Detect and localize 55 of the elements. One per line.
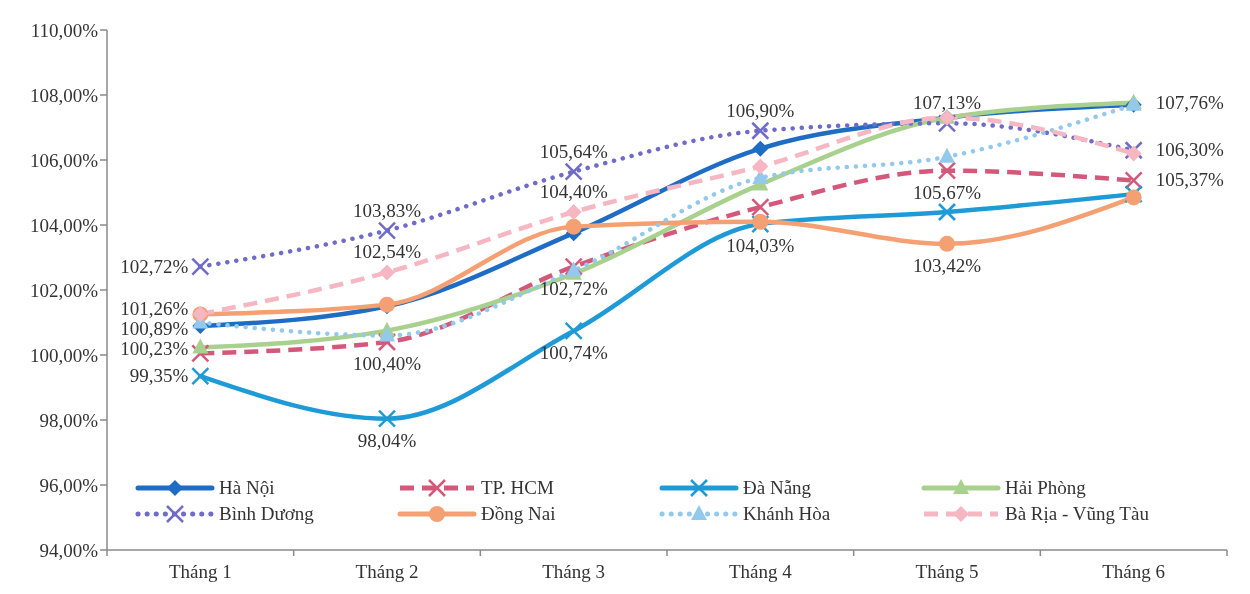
point xyxy=(939,235,955,252)
data-label: 107,13% xyxy=(912,92,982,114)
x-tick-label: Tháng 2 xyxy=(355,561,419,582)
data-label: 102,72% xyxy=(120,255,189,277)
x-tick-label: Tháng 6 xyxy=(1102,561,1166,582)
legend-label: Đà Nẵng xyxy=(743,477,812,499)
legend-label: Khánh Hòa xyxy=(743,503,831,525)
data-label: 99,35% xyxy=(129,365,189,387)
point xyxy=(752,158,769,175)
x-tick-label: Tháng 4 xyxy=(728,561,793,582)
data-label: 104,40% xyxy=(539,181,608,202)
point xyxy=(565,218,582,235)
x-tick-label: Tháng 3 xyxy=(542,561,606,582)
legend-label: Bà Rịa - Vũng Tàu xyxy=(1005,503,1149,525)
data-label: 100,74% xyxy=(539,341,608,363)
data-label: 105,67% xyxy=(912,181,982,203)
data-label: 103,42% xyxy=(912,254,982,276)
point xyxy=(379,326,395,342)
data-label: 98,04% xyxy=(357,429,417,451)
legend-label: Hải Phòng xyxy=(1005,477,1086,499)
x-tick-label: Tháng 1 xyxy=(168,561,232,582)
legend-label: Bình Dương xyxy=(219,503,314,525)
y-tick-label: 100,00% xyxy=(29,344,99,366)
legend-label: TP. HCM xyxy=(481,477,554,499)
point xyxy=(565,204,582,220)
y-tick-label: 102,00% xyxy=(29,279,99,301)
point xyxy=(1125,145,1142,162)
y-tick-label: 108,00% xyxy=(29,84,99,106)
data-label: 104,03% xyxy=(726,235,795,257)
point xyxy=(1125,189,1142,206)
point xyxy=(752,140,769,157)
y-tick-label: 96,00% xyxy=(39,474,99,496)
data-label: 100,23% xyxy=(120,338,189,360)
data-label: 101,26% xyxy=(120,298,189,320)
y-tick-label: 106,00% xyxy=(29,149,99,171)
data-label: 105,64% xyxy=(539,140,608,162)
x-tick-label: Tháng 5 xyxy=(915,561,979,582)
data-label: 106,30% xyxy=(1155,139,1224,161)
y-tick-label: 104,00% xyxy=(29,214,99,236)
data-label: 107,76% xyxy=(1155,91,1224,113)
point xyxy=(192,338,209,354)
data-label: 100,89% xyxy=(120,318,189,340)
data-label: 100,40% xyxy=(352,353,422,374)
data-label: 102,72% xyxy=(539,277,608,299)
data-label: 102,54% xyxy=(352,241,422,263)
y-tick-label: 94,00% xyxy=(39,539,99,561)
y-tick-label: 110,00% xyxy=(30,19,99,41)
point xyxy=(939,147,955,163)
data-label: 103,83% xyxy=(352,199,422,221)
legend-label: Đồng Nai xyxy=(481,503,556,525)
data-label: 106,90% xyxy=(726,99,795,121)
legend-label: Hà Nội xyxy=(219,477,275,499)
y-tick-label: 98,00% xyxy=(39,409,99,431)
data-label: 105,37% xyxy=(1155,169,1224,191)
point xyxy=(379,264,395,281)
